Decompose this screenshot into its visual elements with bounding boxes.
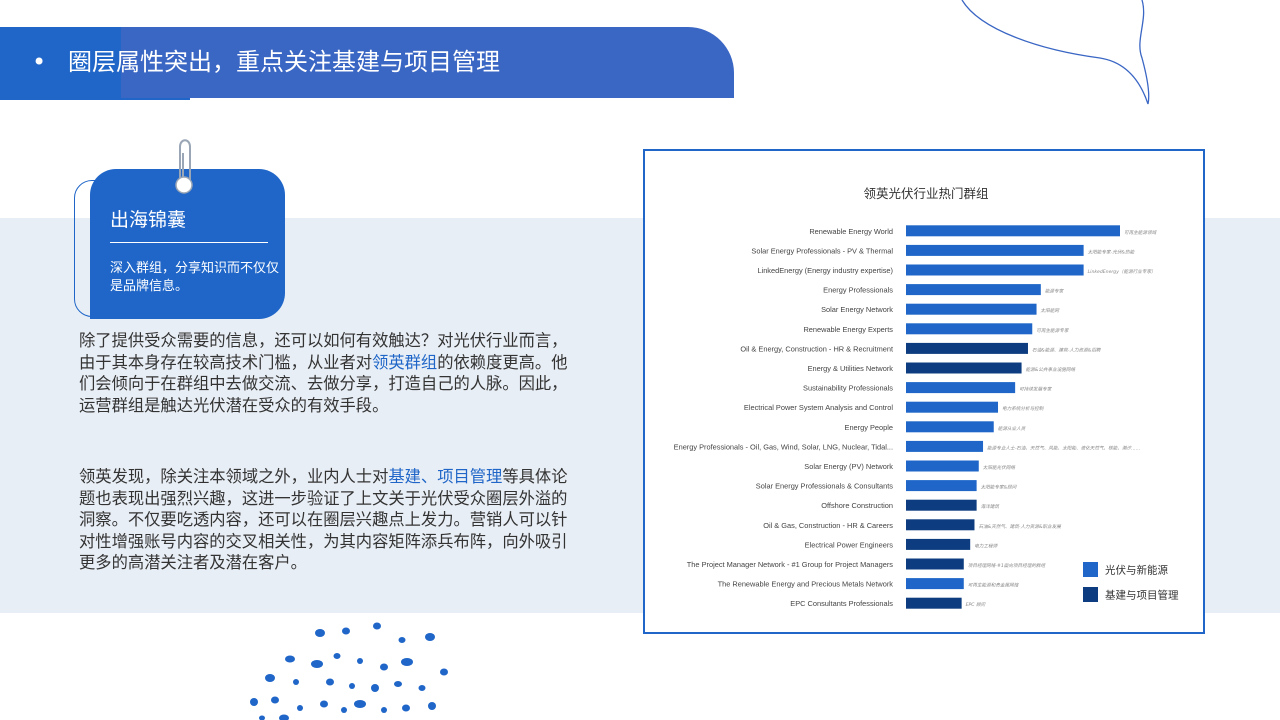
legend-label: 光伏与新能源 — [1105, 564, 1168, 577]
category-label: Renewable Energy Experts — [803, 325, 893, 334]
chart-panel: 领英光伏行业热门群组 Renewable Energy World 可再生能源领域 S… — [643, 149, 1205, 634]
bar-annotation: EPC 顾问 — [966, 602, 987, 608]
bar-annotation: 太阳能光伏网络 — [983, 465, 1017, 471]
card-title: 出海锦囊 — [110, 209, 187, 231]
bar — [906, 499, 977, 511]
category-label: Electrical Power System Analysis and Con… — [744, 403, 893, 412]
category-label: LinkedEnergy (Energy industry expertise) — [757, 266, 893, 275]
bar-annotation: 太阳能专家&顾问 — [981, 485, 1018, 491]
category-label: EPC Consultants Professionals — [790, 599, 893, 608]
category-label: Solar Energy Network — [821, 305, 893, 314]
bar-annotation: 可再生能源专家 — [1036, 328, 1070, 334]
bar-annotation: 项目经理网络-#1面向项目经理的群组 — [968, 563, 1046, 569]
bar — [906, 225, 1120, 237]
category-label: Oil & Gas, Construction - HR & Careers — [763, 521, 893, 530]
highlight-linkedin-groups: 领英群组 — [372, 352, 438, 372]
bar-annotation: LinkedEnergy（能源行业专家） — [1088, 269, 1156, 275]
bar-annotation: 可再生能源领域 — [1124, 230, 1158, 236]
bar-annotation: 能源专家 — [1045, 289, 1065, 295]
bar — [906, 264, 1084, 276]
bar — [906, 342, 1028, 354]
decorative-dots-icon — [250, 622, 448, 720]
bar — [906, 382, 1016, 394]
body-text: 的依赖度更高。他们会倾向于在群组中去做交流、去做分享，打造自己的人脉。因此，运营… — [79, 352, 568, 415]
chart-title: 领英光伏行业热门群组 — [863, 186, 988, 201]
legend-label: 基建与项目管理 — [1105, 589, 1179, 602]
header-accent — [0, 27, 121, 98]
category-label: Sustainability Professionals — [803, 384, 893, 393]
bar-annotation: 石油&天然气、建筑-人力资源&职业发展 — [978, 524, 1062, 530]
bar-annotation: 能源&公共事业设施网络 — [1026, 367, 1077, 373]
bar — [906, 401, 999, 413]
paperclip-icon — [175, 139, 193, 194]
bar-annotation: 能源从业人员 — [998, 426, 1026, 432]
category-label: Energy Professionals - Oil, Gas, Wind, S… — [674, 442, 893, 451]
bar — [906, 480, 977, 492]
bar — [906, 519, 975, 531]
bar-annotation: 电力系统分析与控制 — [1002, 406, 1045, 412]
tip-card: 出海锦囊 深入群组，分享知识而不仅仅是品牌信息。 — [90, 169, 285, 319]
category-label: The Project Manager Network - #1 Group f… — [687, 560, 894, 569]
category-label: Oil & Energy, Construction - HR & Recrui… — [740, 344, 893, 353]
bar-annotation: 石油&能源、建筑-人力资源&招聘 — [1032, 347, 1102, 353]
body-paragraph-1: 除了提供受众需要的信息，还可以如何有效触达？对光伏行业而言，由于其本身存在较高技… — [79, 330, 579, 416]
body-paragraph-2: 领英发现，除关注本领域之外，业内人士对基建、项目管理等具体论题也表现出强烈兴趣，… — [79, 466, 579, 574]
category-label: Energy & Utilities Network — [808, 364, 894, 373]
bar — [906, 303, 1037, 315]
bar — [906, 538, 971, 550]
title-bullet: • — [32, 48, 47, 76]
highlight-infra-pm: 基建、项目管理 — [388, 467, 503, 486]
bar-annotation: 可持续发展专家 — [1019, 387, 1053, 393]
bar — [906, 440, 984, 452]
header-banner — [0, 27, 734, 98]
bar-annotation: 太阳能网 — [1041, 308, 1061, 314]
body-text: 领英发现，除关注本领域之外，业内人士对 — [79, 467, 389, 486]
bar-annotation: 太阳能专家-光伏&热能 — [1088, 249, 1136, 255]
bar — [906, 597, 962, 609]
bar-annotation: 可再生能源和贵金属网络 — [968, 583, 1020, 589]
category-label: Solar Energy Professionals - PV & Therma… — [751, 246, 893, 255]
bar — [906, 362, 1022, 374]
bar-annotation: 电力工程师 — [974, 543, 998, 549]
bar-chart: 领英光伏行业热门群组 Renewable Energy World 可再生能源领域 S… — [674, 186, 1179, 609]
category-label: Energy People — [845, 423, 893, 432]
body-text: 除了提供受众需要的信息，还可以如何有效触达？对光伏行业而言，由于其本身存在较高技… — [79, 331, 568, 372]
decorative-curve-icon — [961, 0, 1150, 105]
body-text: 等具体论题也表现出强烈兴趣，这进一步验证了上文关于光伏受众圈层外溢的洞察。不仅要… — [79, 467, 568, 572]
category-label: Solar Energy (PV) Network — [804, 462, 893, 471]
bar — [906, 284, 1041, 296]
category-label: Offshore Construction — [821, 501, 893, 510]
bar-annotation: 能源专业人士-石油、天然气、风能、太阳能、液化天然气、核能、潮汐…… — [987, 445, 1140, 451]
category-label: The Renewable Energy and Precious Metals… — [718, 580, 894, 589]
page-title-text: 圈层属性突出，重点关注基建与项目管理 — [68, 48, 500, 76]
header-underline — [0, 98, 190, 100]
bar — [906, 558, 964, 570]
bar — [906, 421, 994, 433]
category-label: Renewable Energy World — [809, 227, 893, 236]
bar — [906, 460, 979, 472]
bar — [906, 244, 1084, 256]
category-label: Solar Energy Professionals & Consultants — [756, 482, 894, 491]
legend-swatch — [1083, 587, 1098, 602]
page-title: • 圈层属性突出，重点关注基建与项目管理 — [32, 44, 500, 80]
legend-swatch — [1083, 562, 1098, 577]
category-label: Electrical Power Engineers — [805, 540, 894, 549]
card-divider — [110, 242, 268, 243]
bar-annotation: 海洋建筑 — [981, 504, 1001, 510]
category-label: Energy Professionals — [823, 286, 893, 295]
bar — [906, 323, 1033, 335]
card-subtitle: 深入群组，分享知识而不仅仅是品牌信息。 — [110, 261, 280, 294]
bar — [906, 578, 964, 590]
